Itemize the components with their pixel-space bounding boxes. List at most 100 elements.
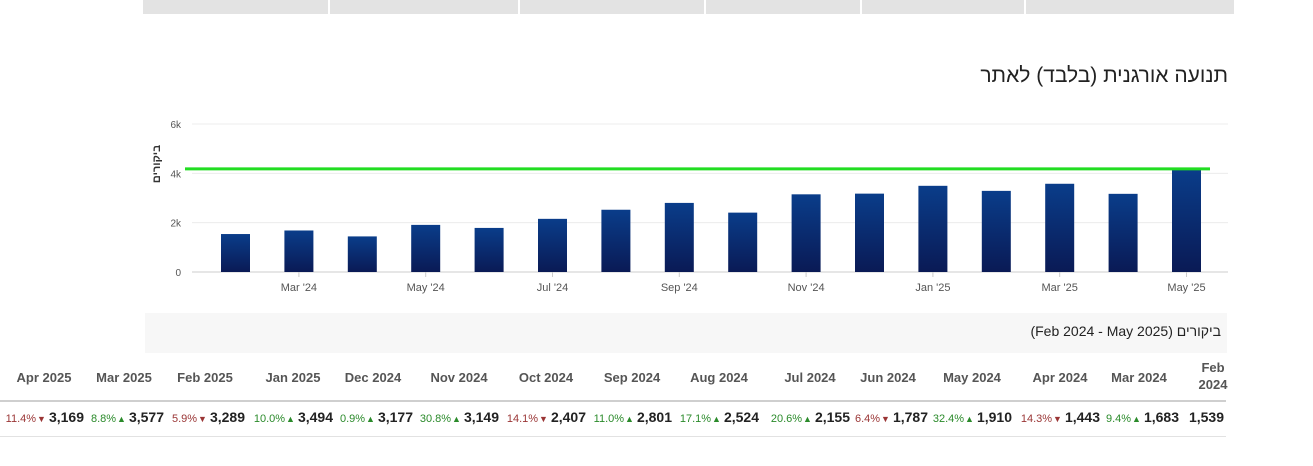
triangle-up-icon: ▲: [625, 414, 634, 424]
table-cell: 17.1%▲ 2,524: [680, 409, 759, 427]
visits-value: 1,443: [1064, 409, 1100, 425]
table-cell: 14.1%▼ 2,407: [507, 409, 586, 427]
bar-feb-2025[interactable]: [981, 190, 1011, 272]
x-tick-label: Sep '24: [661, 282, 698, 294]
triangle-down-icon: ▼: [1053, 414, 1062, 424]
x-tick-label: May '24: [407, 282, 445, 294]
column-header: Jul 2024: [784, 370, 836, 385]
change-percent: 5.9%: [171, 413, 198, 425]
visits-value: 3,289: [209, 409, 245, 425]
visits-value: 1,910: [976, 409, 1012, 425]
tab-3[interactable]: [520, 0, 704, 14]
bar-jun-2024[interactable]: [474, 227, 504, 272]
bar-may-2024[interactable]: [411, 224, 441, 272]
visits-value: 1,683: [1143, 409, 1179, 425]
triangle-up-icon: ▲: [452, 414, 461, 424]
triangle-up-icon: ▲: [117, 414, 126, 424]
triangle-down-icon: ▼: [37, 414, 46, 424]
tab-2[interactable]: [330, 0, 518, 14]
bar-may-2025[interactable]: [1172, 168, 1201, 272]
triangle-up-icon: ▲: [366, 414, 375, 424]
triangle-down-icon: ▼: [539, 414, 548, 424]
y-tick-label: 6k: [170, 120, 182, 131]
column-header: Sep 2024: [603, 370, 661, 385]
visits-value: 3,494: [297, 409, 333, 425]
x-tick-label: Mar '24: [281, 282, 317, 294]
bar-sep-2024[interactable]: [664, 202, 694, 272]
change-percent: 14.3%: [1020, 413, 1053, 425]
change-percent: 11.0%: [593, 413, 625, 425]
visits-value: 2,524: [723, 409, 759, 425]
table-cell: 10.0%▲ 3,494: [254, 409, 333, 427]
change-percent: 9.4%: [1105, 413, 1132, 425]
visits-value: 1,787: [892, 409, 928, 425]
table-caption-band: [145, 313, 1227, 353]
y-tick-label: 0: [175, 268, 181, 279]
change-percent: 0.9%: [339, 413, 366, 425]
column-header: Apr 2025: [16, 370, 72, 385]
triangle-down-icon: ▼: [198, 414, 207, 424]
table-cell: 6.4%▼ 1,787: [855, 409, 928, 427]
x-tick-label: Nov '24: [788, 282, 825, 294]
column-header: Feb 2024: [1198, 360, 1228, 392]
table-cell: 20.6%▲ 2,155: [771, 409, 850, 427]
table-header-divider: [0, 400, 1226, 402]
triangle-up-icon: ▲: [712, 414, 721, 424]
change-percent: 11.4%: [5, 413, 37, 425]
bar-aug-2024[interactable]: [601, 209, 631, 272]
table-cell: 0.9%▲ 3,177: [340, 409, 413, 427]
triangle-up-icon: ▲: [1132, 414, 1141, 424]
bar-dec-2024[interactable]: [855, 193, 884, 272]
table-cell: 8.8%▲ 3,577: [91, 409, 164, 427]
visits-value: 3,149: [463, 409, 499, 425]
bar-apr-2024[interactable]: [347, 236, 377, 272]
visits-value: 3,169: [48, 409, 84, 425]
column-header: Oct 2024: [518, 370, 574, 385]
tab-5[interactable]: [862, 0, 1024, 14]
bar-chart: 0 2k 4k 6k Mar '24 May '24 Jul '24 Sep '24 Nov '…: [151, 120, 1228, 294]
table-cell: 1,539: [1189, 409, 1224, 427]
visits-value: 2,155: [814, 409, 850, 425]
column-header: Aug 2024: [690, 370, 748, 385]
visits-value: 1,539: [1188, 409, 1224, 425]
visits-value: 3,177: [377, 409, 413, 425]
bar-oct-2024[interactable]: [728, 212, 758, 272]
chart-title: תנועה אורגנית (בלבד) לאתר: [980, 64, 1228, 87]
triangle-down-icon: ▼: [881, 414, 890, 424]
x-tick-label: May '25: [1167, 282, 1205, 294]
change-percent: 20.6%: [770, 413, 803, 425]
column-header: Feb 2025: [177, 370, 233, 385]
bar-jul-2024[interactable]: [538, 218, 567, 272]
tab-bar: [0, 0, 1313, 14]
visits-value: 3,577: [128, 409, 164, 425]
bar-mar-2025[interactable]: [1045, 183, 1075, 272]
column-header: Apr 2024: [1032, 370, 1088, 385]
tab-6[interactable]: [1026, 0, 1234, 14]
table-cell: 11.0%▲ 2,801: [594, 409, 672, 427]
bar-feb-2024[interactable]: [221, 234, 250, 272]
table-cell: 14.3%▼ 1,443: [1021, 409, 1100, 427]
tab-1[interactable]: [143, 0, 328, 14]
change-percent: 6.4%: [854, 413, 881, 425]
column-header: Nov 2024: [430, 370, 488, 385]
column-header: Jan 2025: [265, 370, 321, 385]
table-cell: 32.4%▲ 1,910: [933, 409, 1012, 427]
tab-4[interactable]: [706, 0, 860, 14]
change-percent: 14.1%: [506, 413, 539, 425]
table-cell: 30.8%▲ 3,149: [420, 409, 499, 427]
table-cell: 9.4%▲ 1,683: [1106, 409, 1179, 427]
table-caption: ביקורים (Feb 2024 - May 2025): [1030, 323, 1221, 339]
bar-mar-2024[interactable]: [284, 230, 314, 272]
visits-value: 2,407: [550, 409, 586, 425]
bar-nov-2024[interactable]: [791, 194, 821, 272]
x-tick-label: Jul '24: [537, 282, 568, 294]
column-header: May 2024: [943, 370, 1001, 385]
bar-apr-2025[interactable]: [1108, 193, 1138, 272]
change-percent: 30.8%: [419, 413, 452, 425]
bar-jan-2025[interactable]: [918, 185, 948, 272]
y-tick-label: 2k: [170, 219, 182, 230]
table-cell: 11.4%▼ 3,169: [6, 409, 84, 427]
change-percent: 32.4%: [932, 413, 965, 425]
x-tick-label: Mar '25: [1042, 282, 1078, 294]
y-axis-title: ביקורים: [151, 145, 163, 183]
